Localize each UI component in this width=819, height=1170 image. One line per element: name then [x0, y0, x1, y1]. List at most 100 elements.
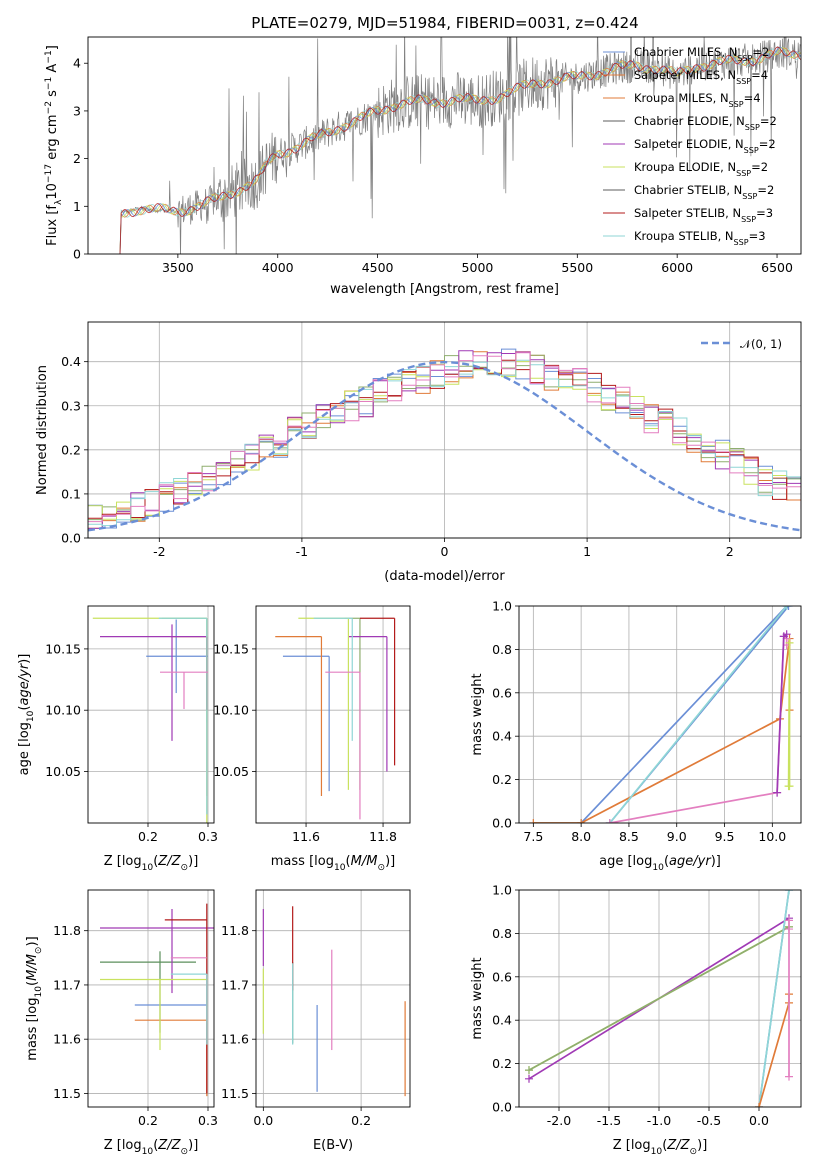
y-tick-label: 0.6: [492, 969, 512, 984]
label-part: Z/Z: [666, 1138, 690, 1153]
y-axis-label: mass [log10(M/M⊙)]: [25, 936, 44, 1060]
y-tick-label: 0.4: [492, 729, 512, 744]
label-part: ]: [45, 45, 60, 50]
label-part: SSP: [745, 123, 760, 132]
label-part: M/M: [25, 954, 40, 981]
label-part: −2: [44, 101, 54, 114]
x-tick-label: 0.3: [198, 1113, 218, 1128]
x-tick-label: 10.0: [758, 829, 786, 844]
y-tick-label: 0.2: [492, 1056, 512, 1071]
label-part: M/M: [351, 854, 378, 869]
x-tick-label: 0.2: [138, 829, 158, 844]
axes-frame: [87, 321, 802, 539]
label-part: )]: [711, 854, 721, 869]
y-tick-label: 11.7: [221, 977, 249, 992]
plot-area: [529, 606, 794, 823]
mass-weight-marker: [577, 819, 586, 823]
label-part: λ: [54, 199, 64, 205]
mass-weight-line: [533, 638, 791, 823]
label-part: =2: [760, 114, 777, 128]
label-part: Salpeter ELODIE, N: [634, 137, 744, 151]
y-tick-label: 11.8: [221, 923, 249, 938]
label-part: Kroupa ELODIE, N: [634, 160, 736, 174]
label-part: 10: [651, 1147, 663, 1157]
x-tick-label: 3500: [162, 260, 194, 275]
y-tick-label: 0.3: [61, 398, 81, 413]
mass-weight-marker: [785, 916, 793, 925]
y-tick-label: 0.0: [492, 1100, 512, 1115]
label-part: 10: [652, 863, 664, 873]
y-axis-label: mass weight: [470, 673, 485, 755]
x-axis-label: Z [log10(Z/Z⊙)]: [613, 1138, 708, 1157]
x-tick-label: 6500: [761, 260, 793, 275]
label-part: =4: [751, 68, 768, 82]
x-tick-label: 0.0: [749, 1113, 769, 1128]
x-tick-label: 5500: [561, 260, 593, 275]
panel-age_vs_mass: 11.6 11.8 10.05 10.10 10.15 mass [log10(M/M⊙)…: [213, 605, 411, 873]
label-part: =2: [759, 137, 776, 151]
label-part: =3: [756, 206, 773, 220]
label-part: )]: [697, 1138, 707, 1153]
mass-weight-line: [758, 994, 790, 1107]
y-tick-label: 0.4: [492, 1013, 512, 1028]
x-tick-label: 7.5: [523, 829, 543, 844]
legend-entry: Kroupa ELODIE, NSSP=2: [634, 160, 768, 178]
x-tick-label: 4000: [262, 260, 294, 275]
label-part: mass [log: [25, 998, 40, 1061]
legend-entry: Chabrier MILES, NSSP=2: [634, 45, 769, 63]
model-spectrum: [119, 46, 801, 254]
mass-weight-marker: [785, 890, 793, 894]
label-part: Chabrier MILES, N: [634, 45, 737, 59]
plot-area: [262, 906, 406, 1097]
x-axis-label: Z [log10(Z/Z⊙)]: [104, 1138, 199, 1157]
panel-spectrum: 3500 4000 4500 5000 5500 6000 6500 0 1 2 3 4 wavelen…: [44, 36, 802, 297]
label-part: −17: [44, 164, 54, 183]
plot-area: [275, 617, 396, 820]
grid: [519, 605, 801, 824]
y-tick-label: 3: [73, 103, 81, 118]
label-part: Flux [f: [45, 205, 60, 246]
label-part: =2: [752, 45, 769, 59]
grid: [88, 606, 214, 823]
x-tick-label: 1: [583, 544, 591, 559]
label-part: 10: [26, 710, 36, 722]
x-tick-label: 9.5: [715, 829, 735, 844]
x-tick-label: 0.3: [198, 829, 218, 844]
label-part: 10: [142, 863, 154, 873]
plot-area: [119, 37, 801, 254]
label-part: Kroupa STELIB, N: [634, 229, 734, 243]
label-part: age [log: [17, 722, 32, 775]
label-part: Z/Z: [157, 854, 181, 869]
label-part: Z [log: [104, 1138, 142, 1153]
y-tick-label: 0.8: [492, 926, 512, 941]
x-tick-label: 5000: [462, 260, 494, 275]
mass-weight-marker: [782, 630, 791, 639]
mass-weight-line: [609, 606, 788, 823]
mass-weight-marker: [785, 925, 793, 934]
y-tick-label: 11.6: [221, 1032, 249, 1047]
x-tick-label: 6000: [661, 260, 693, 275]
model-spectrum: [119, 47, 801, 253]
x-tick-label: 8.0: [571, 829, 591, 844]
figure-title: PLATE=0279, MJD=51984, FIBERID=0031, z=0…: [251, 14, 638, 32]
x-tick-label: 11.6: [292, 829, 320, 844]
plot-area: [525, 890, 793, 1107]
axes-frame: [518, 889, 802, 1108]
label-part: (: [153, 1138, 158, 1153]
y-tick-label: 1.0: [492, 599, 512, 614]
axes-frame: [87, 889, 215, 1108]
y-tick-label: 10.10: [213, 703, 249, 718]
y-axis-label: Normed distribution: [35, 365, 50, 495]
y-tick-label: 11.6: [53, 1032, 81, 1047]
y-tick-label: 10.10: [45, 703, 81, 718]
label-part: age/yr: [17, 662, 32, 705]
label-part: mass [log: [271, 854, 334, 869]
x-tick-label: 0.2: [351, 1113, 371, 1128]
label-part: Kroupa MILES, N: [634, 91, 729, 105]
mass-weight-marker: [525, 1066, 533, 1075]
panel-mass_vs_Z: 0.2 0.311.511.611.711.8Z [log10(Z/Z⊙)]mas…: [25, 889, 218, 1157]
legend-entry: Salpeter MILES, NSSP=4: [634, 68, 768, 86]
x-tick-label: -1.5: [597, 1113, 621, 1128]
x-axis-label: Z [log10(Z/Z⊙)]: [104, 854, 199, 873]
label-part: Chabrier STELIB, N: [634, 183, 742, 197]
